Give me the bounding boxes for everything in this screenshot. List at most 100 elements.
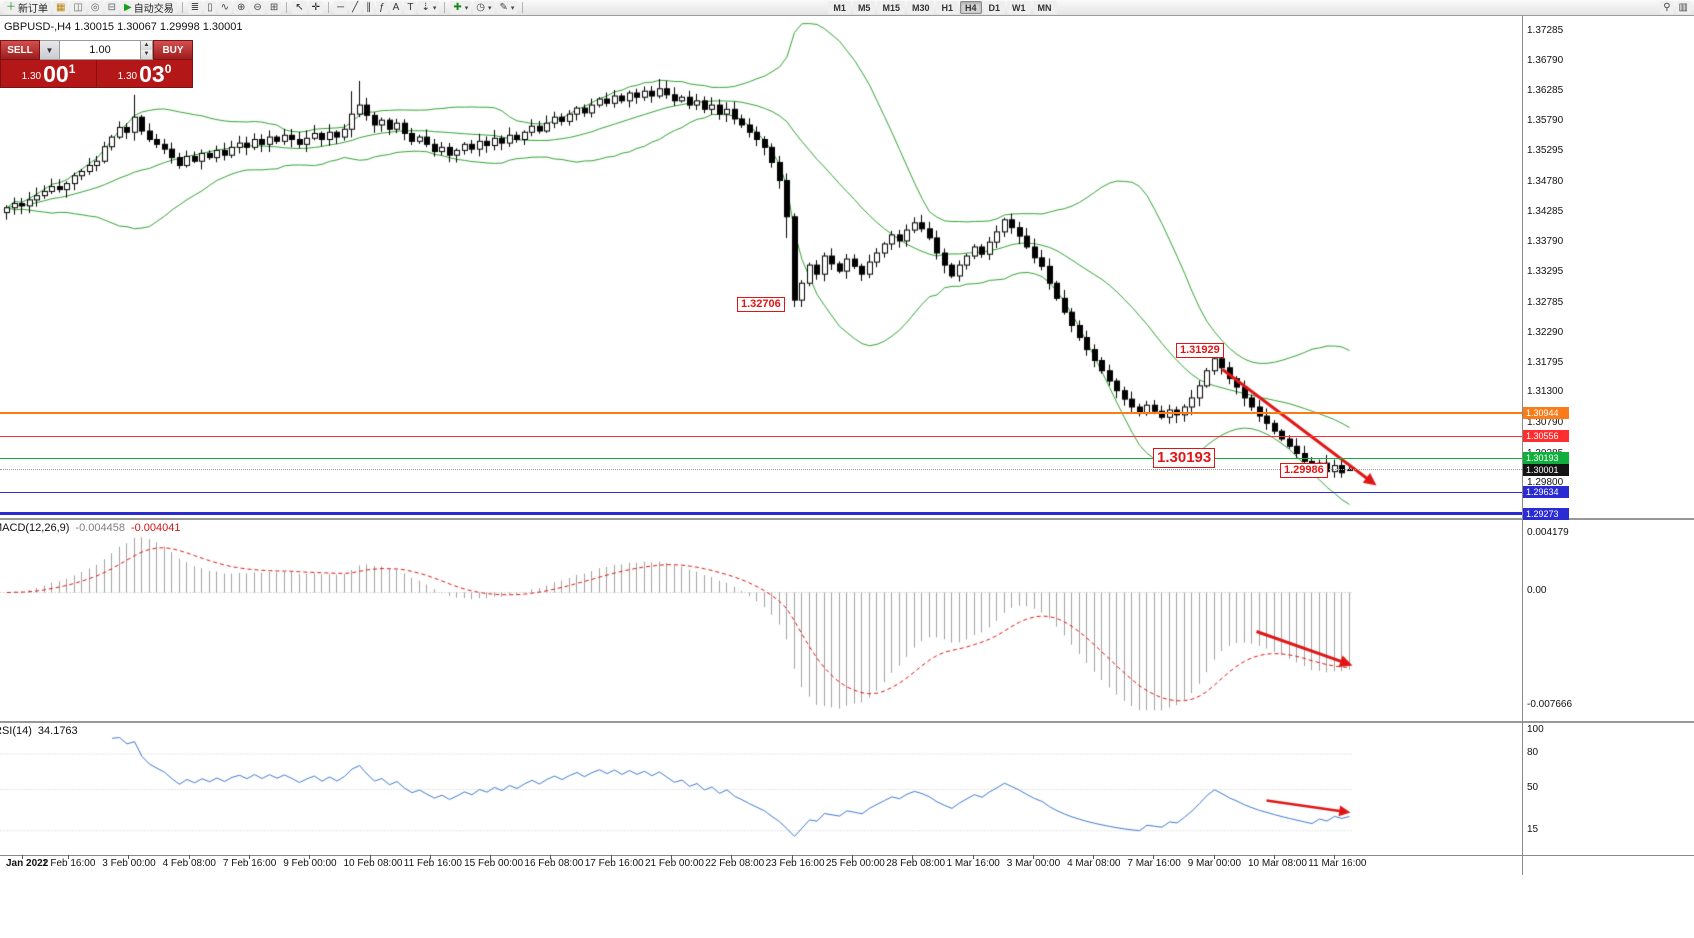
time-tick	[550, 855, 552, 859]
crosshair-button[interactable]: ✛	[308, 1, 323, 14]
hline-1.29273[interactable]	[0, 512, 1522, 515]
price-axis-label: 1.29800	[1527, 476, 1564, 488]
ask-prefix: 1.30	[117, 71, 138, 82]
time-axis-label: 4 Mar 08:00	[1067, 858, 1121, 869]
rsi-axis-label: 15	[1527, 824, 1539, 835]
autotrade-button[interactable]: ▶ 自动交易	[121, 1, 177, 15]
arrow-tools-button-caret: ▾	[432, 4, 437, 12]
macd-canvas[interactable]	[0, 520, 1522, 721]
ask-big-digits: 03	[139, 61, 165, 87]
time-axis-label: 22 Feb 08:00	[705, 858, 765, 869]
buy-button[interactable]: BUY	[153, 40, 193, 60]
rsi-canvas[interactable]	[0, 723, 1522, 855]
tile-windows-button[interactable]: ⊞	[266, 1, 282, 14]
line-chart-button[interactable]: ∿	[217, 1, 233, 14]
price-tag: 1.30001	[1523, 464, 1569, 476]
period-h4[interactable]: H4	[960, 1, 982, 14]
period-m30[interactable]: M30	[906, 1, 935, 14]
period-m1[interactable]: M1	[828, 1, 851, 14]
data-window-button[interactable]: ◫	[70, 1, 86, 14]
hline-1.30944[interactable]	[0, 412, 1522, 414]
time-axis-label: 10 Mar 08:00	[1248, 858, 1307, 869]
search-button[interactable]: ⚲	[1660, 1, 1674, 14]
label-icon: T	[407, 1, 414, 13]
horizontal-line-button[interactable]: ─	[333, 1, 348, 14]
price-axis-label: 1.31795	[1527, 356, 1564, 368]
navigator-button[interactable]: ◎	[87, 1, 103, 14]
price-annotation[interactable]: 1.30193	[1153, 448, 1216, 468]
channel-button[interactable]: ∥	[363, 1, 375, 14]
indicators-button[interactable]: ✚ ▾	[450, 1, 472, 14]
fibonacci-button[interactable]: ƒ	[376, 1, 388, 14]
main-chart-canvas[interactable]	[0, 16, 1522, 518]
macd-label: MACD(12,26,9) -0.004458 -0.004041	[0, 522, 181, 534]
price-annotation[interactable]: 1.29986	[1280, 463, 1328, 478]
time-tick	[490, 855, 492, 859]
template-button[interactable]: ✎ ▾	[496, 1, 518, 14]
time-tick	[1334, 855, 1336, 859]
price-tag: 1.30944	[1523, 407, 1569, 419]
price-annotation[interactable]: 1.32706	[737, 297, 785, 312]
time-tick	[1213, 855, 1215, 859]
market-watch-button[interactable]: ▦	[53, 1, 69, 14]
price-tag: 1.30193	[1523, 452, 1569, 464]
lot-dropdown-button[interactable]: ▼	[40, 40, 60, 60]
time-axis-border	[0, 855, 1694, 856]
rsi-value: 34.1763	[37, 725, 78, 737]
time-tick	[731, 855, 733, 859]
lot-stepper[interactable]: ▲ ▼	[141, 40, 153, 60]
search-icon: ⚲	[1663, 1, 1671, 13]
terminal-button[interactable]: ⊟	[104, 1, 120, 14]
period-mn[interactable]: MN	[1032, 1, 1057, 14]
lot-step-down[interactable]: ▼	[141, 50, 152, 59]
cursor-button[interactable]: ↖	[292, 1, 307, 14]
zoom-in-button[interactable]: ⊕	[234, 1, 249, 14]
hline-1.30001[interactable]	[0, 469, 1522, 470]
hline-1.30193[interactable]	[0, 458, 1522, 459]
bar-chart-button[interactable]: ≣	[187, 1, 203, 14]
time-tick	[1274, 855, 1275, 859]
panel-splitter[interactable]	[0, 518, 1694, 520]
new-order-button[interactable]: ＋新订单	[3, 1, 51, 15]
period-m15[interactable]: M15	[877, 1, 905, 14]
lot-size-input[interactable]: 1.00	[60, 40, 141, 60]
time-tick	[1093, 855, 1095, 859]
candle-chart-button[interactable]: ▯	[204, 1, 216, 14]
macd-axis-label: -0.007666	[1527, 699, 1573, 710]
toolbar-separator	[444, 2, 446, 13]
price-annotation[interactable]: 1.31929	[1176, 343, 1224, 358]
template-icon: ✎	[499, 1, 508, 13]
lot-step-up[interactable]: ▲	[141, 41, 152, 50]
sell-button[interactable]: SELL	[0, 40, 40, 60]
period-d1[interactable]: D1	[983, 1, 1006, 14]
chart-shift-button[interactable]: ▥	[1675, 1, 1691, 14]
fibonacci-icon: ƒ	[379, 1, 385, 13]
time-axis-label: 9 Mar 00:00	[1187, 858, 1242, 869]
label-button[interactable]: T	[404, 1, 417, 14]
rsi-axis-label: 80	[1527, 747, 1539, 758]
zoom-out-button[interactable]: ⊖	[250, 1, 265, 14]
time-tick	[791, 855, 793, 859]
arrow-tools-button[interactable]: ⇣ ▾	[418, 1, 440, 14]
period-w1[interactable]: W1	[1007, 1, 1031, 14]
hline-1.29634[interactable]	[0, 492, 1522, 493]
crosshair-icon: ✛	[311, 1, 320, 13]
price-axis-label: 1.34285	[1527, 206, 1564, 218]
toolbar: ＋新订单 ▦ ◫ ◎ ⊟ ▶ 自动交易 ≣ ▯ ∿ ⊕ ⊖ ⊞ ↖ ✛ ─ ╱ ∥ ƒ A T ⇣ ▾ ✚ ▾ ◷ ▾ ✎ ▾ M1 M5 M…	[0, 0, 1694, 16]
hline-1.30556[interactable]	[0, 436, 1522, 437]
market-watch-icon: ▦	[56, 1, 66, 13]
panel-splitter[interactable]	[0, 721, 1694, 723]
text-button[interactable]: A	[389, 1, 403, 14]
period-m5[interactable]: M5	[852, 1, 876, 14]
price-axis-label: 1.37285	[1527, 25, 1564, 36]
macd-axis-label: 0.004179	[1527, 527, 1569, 538]
ask-price[interactable]: 1.30 03 0	[97, 60, 192, 87]
period-select-button[interactable]: ◷ ▾	[473, 1, 495, 14]
bid-price[interactable]: 1.30 00 1	[1, 60, 97, 87]
time-axis-label: 11 Mar 16:00	[1308, 858, 1367, 869]
price-axis-border	[1522, 16, 1523, 875]
trendline-button[interactable]: ╱	[349, 1, 362, 14]
period-h1[interactable]: H1	[936, 1, 958, 14]
price-tag: 1.29634	[1523, 486, 1569, 498]
